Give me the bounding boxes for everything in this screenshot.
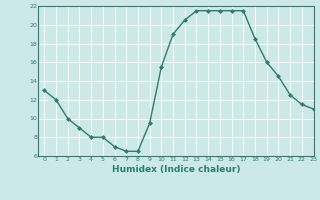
X-axis label: Humidex (Indice chaleur): Humidex (Indice chaleur)	[112, 165, 240, 174]
